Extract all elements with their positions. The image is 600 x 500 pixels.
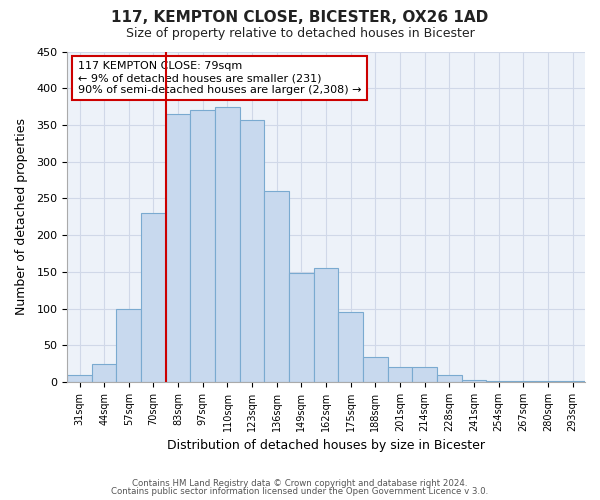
Text: Contains HM Land Registry data © Crown copyright and database right 2024.: Contains HM Land Registry data © Crown c… xyxy=(132,478,468,488)
Bar xyxy=(314,268,338,382)
Text: 117, KEMPTON CLOSE, BICESTER, OX26 1AD: 117, KEMPTON CLOSE, BICESTER, OX26 1AD xyxy=(112,10,488,25)
Text: Size of property relative to detached houses in Bicester: Size of property relative to detached ho… xyxy=(125,28,475,40)
Bar xyxy=(265,191,289,382)
Bar xyxy=(67,374,92,382)
Bar xyxy=(92,364,116,382)
Bar xyxy=(388,366,412,382)
Y-axis label: Number of detached properties: Number of detached properties xyxy=(15,118,28,316)
Bar xyxy=(289,274,314,382)
Text: Contains public sector information licensed under the Open Government Licence v : Contains public sector information licen… xyxy=(112,487,488,496)
Bar xyxy=(240,120,265,382)
Bar xyxy=(116,308,141,382)
X-axis label: Distribution of detached houses by size in Bicester: Distribution of detached houses by size … xyxy=(167,440,485,452)
Bar xyxy=(462,380,487,382)
Bar xyxy=(215,106,240,382)
Bar xyxy=(141,213,166,382)
Text: 117 KEMPTON CLOSE: 79sqm
← 9% of detached houses are smaller (231)
90% of semi-d: 117 KEMPTON CLOSE: 79sqm ← 9% of detache… xyxy=(77,62,361,94)
Bar xyxy=(338,312,363,382)
Bar xyxy=(363,357,388,382)
Bar xyxy=(166,114,190,382)
Bar xyxy=(190,110,215,382)
Bar xyxy=(437,374,462,382)
Bar xyxy=(412,366,437,382)
